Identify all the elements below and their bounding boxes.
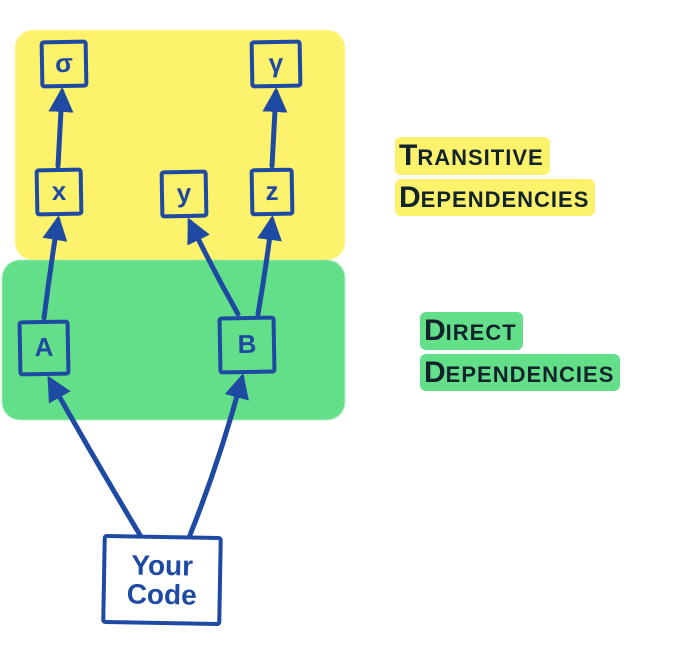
label-transitive-dependencies: TRANSITIVE DEPENDENCIES — [395, 135, 595, 218]
node-z: z — [250, 168, 295, 217]
node-a: A — [18, 320, 71, 377]
label-text: EPENDENCIES — [421, 187, 590, 212]
node-label: γ — [269, 50, 284, 78]
node-x: x — [35, 168, 84, 217]
node-sigma: σ — [40, 40, 89, 89]
label-text: IRECT — [446, 320, 517, 345]
node-label: A — [34, 334, 53, 362]
node-label: z — [265, 178, 278, 206]
node-label: σ — [55, 50, 73, 78]
node-y: y — [160, 170, 209, 219]
dependency-diagram: σ γ x y z A B YourCode TRANSITIVE DEPEND… — [0, 0, 680, 649]
label-direct-dependencies: DIRECT DEPENDENCIES — [420, 310, 620, 393]
node-your-code: YourCode — [101, 534, 223, 626]
node-label: YourCode — [126, 550, 197, 610]
label-text: RANSITIVE — [417, 145, 543, 170]
node-label: x — [52, 178, 67, 206]
label-text: EPENDENCIES — [446, 362, 615, 387]
node-label: B — [237, 331, 256, 359]
node-gamma: γ — [250, 40, 303, 89]
node-b: B — [217, 315, 276, 374]
node-label: y — [177, 180, 192, 208]
